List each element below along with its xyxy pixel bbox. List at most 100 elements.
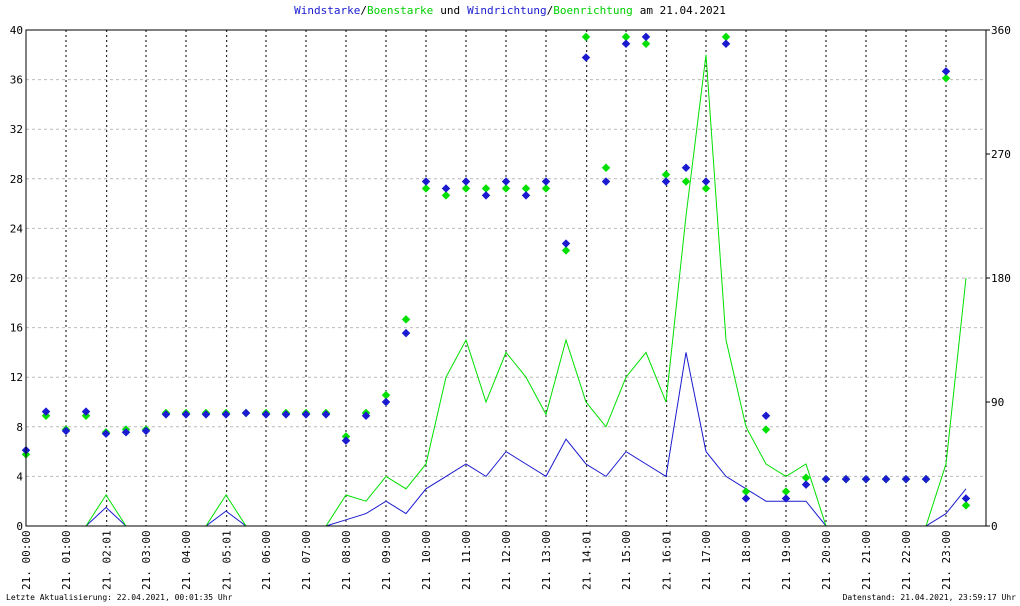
direction-point (441, 184, 451, 193)
direction-point (841, 474, 851, 484)
direction-point (401, 315, 411, 324)
title-part: Windrichtung (467, 4, 546, 17)
x-tick-label: 21. 18:00 (740, 530, 753, 590)
direction-point (261, 410, 271, 419)
direction-point (421, 184, 431, 193)
x-tick-label: 21. 12:00 (500, 530, 513, 590)
x-tick-label: 21. 14:01 (581, 530, 594, 590)
direction-point (141, 426, 151, 436)
y-tick-label: 20 (10, 272, 23, 285)
direction-point (61, 426, 71, 436)
direction-point (481, 184, 491, 193)
y-tick-label: 8 (16, 421, 23, 434)
direction-point (441, 191, 451, 200)
direction-point (421, 177, 431, 186)
y2-tick-label: 360 (991, 24, 1011, 37)
direction-point (741, 487, 751, 496)
x-tick-label: 21. 19:00 (780, 530, 793, 590)
x-tick-label: 21. 02:01 (101, 530, 114, 590)
x-tick-label: 21. 08:00 (340, 530, 353, 590)
x-tick-label: 21. 09:00 (380, 530, 393, 590)
plot-border (25, 29, 987, 527)
y-tick-label: 28 (10, 173, 23, 186)
footer-right: Datenstand: 21.04.2021, 23:59:17 Uhr (843, 593, 1017, 602)
direction-point (161, 410, 171, 419)
direction-point (461, 184, 471, 193)
title-part: am 21.04.2021 (640, 4, 726, 17)
x-tick-label: 21. 11:00 (460, 530, 473, 590)
direction-point (121, 428, 131, 437)
x-tick-label: 21. 21:00 (860, 530, 873, 590)
direction-point (741, 494, 751, 503)
title-part: Boenstarke (367, 4, 433, 17)
title-part: / (547, 4, 554, 17)
direction-point (961, 494, 971, 503)
y-tick-label: 4 (16, 470, 23, 483)
direction-point (801, 480, 811, 489)
title-part: und (440, 4, 460, 17)
direction-point (501, 177, 511, 186)
y-tick-label: 40 (10, 24, 23, 37)
direction-point (501, 184, 511, 193)
direction-point (961, 501, 971, 510)
y-tick-label: 24 (10, 222, 24, 235)
direction-point (181, 410, 191, 419)
direction-point (81, 407, 91, 416)
direction-point (881, 474, 891, 484)
title-part: / (360, 4, 367, 17)
x-tick-label: 21. 16:01 (661, 530, 674, 590)
direction-point (761, 425, 771, 434)
direction-point (241, 408, 251, 418)
direction-point (201, 410, 211, 419)
direction-point (101, 429, 111, 438)
x-tick-label: 21. 23:00 (940, 530, 953, 590)
direction-point (781, 487, 791, 496)
chart-title: Windstarke/Boenstarke und Windrichtung/Boe… (294, 4, 726, 17)
direction-point (301, 410, 311, 419)
y-tick-label: 0 (16, 520, 23, 533)
x-tick-label: 21. 01:00 (60, 530, 73, 590)
x-tick-label: 21. 22:00 (900, 530, 913, 590)
direction-point (781, 494, 791, 503)
direction-point (921, 474, 931, 484)
direction-point (341, 436, 351, 445)
x-tick-label: 21. 06:00 (260, 530, 273, 590)
y-tick-label: 32 (10, 123, 23, 136)
footer-left: Letzte Aktualisierung: 22.04.2021, 00:01… (6, 593, 233, 602)
y-tick-label: 36 (10, 74, 23, 87)
x-tick-label: 21. 05:01 (221, 530, 234, 590)
direction-point (221, 410, 231, 419)
direction-point (761, 411, 771, 421)
direction-point (41, 407, 51, 416)
y-tick-label: 12 (10, 371, 23, 384)
direction-point (801, 473, 811, 483)
x-tick-label: 21. 13:00 (540, 530, 553, 590)
direction-point (861, 474, 871, 484)
y2-tick-label: 270 (991, 148, 1011, 161)
x-tick-label: 21. 17:00 (700, 530, 713, 590)
x-tick-label: 21. 10:00 (420, 530, 433, 590)
x-tick-label: 21. 03:00 (140, 530, 153, 590)
direction-point (401, 328, 411, 338)
y2-tick-label: 180 (991, 272, 1011, 285)
direction-point (821, 474, 831, 484)
x-tick-label: 21. 20:00 (820, 530, 833, 590)
direction-point (281, 410, 291, 419)
title-part: Windstarke (294, 4, 360, 17)
y2-tick-label: 90 (991, 396, 1004, 409)
x-tick-label: 21. 04:00 (180, 530, 193, 590)
y-tick-label: 16 (10, 322, 23, 335)
x-tick-label: 21. 15:00 (620, 530, 633, 590)
direction-point (361, 411, 371, 421)
direction-point (461, 177, 471, 186)
x-tick-label: 21. 00:00 (20, 530, 33, 590)
y2-tick-label: 0 (991, 520, 998, 533)
direction-point (321, 410, 331, 419)
title-part: Boenrichtung (553, 4, 632, 17)
direction-point (481, 191, 491, 200)
direction-point (901, 474, 911, 484)
direction-point (381, 390, 391, 400)
direction-point (381, 397, 391, 407)
x-tick-label: 21. 07:00 (300, 530, 313, 590)
